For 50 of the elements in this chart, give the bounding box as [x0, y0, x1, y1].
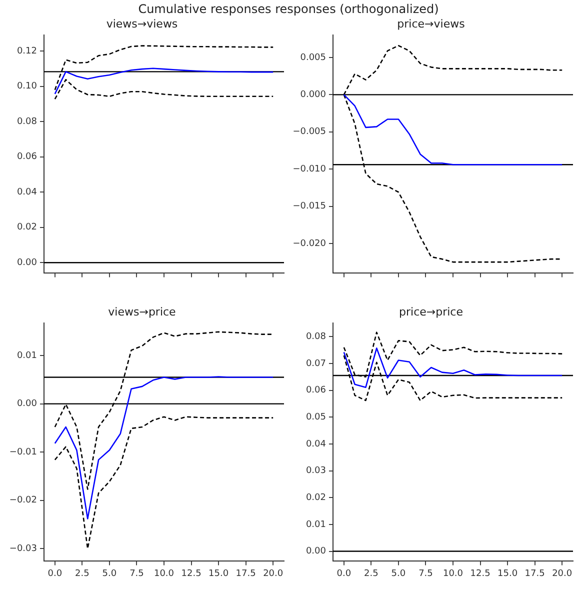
x-tick-label: 0.0	[48, 568, 62, 579]
y-tick-label: −0.02	[9, 496, 37, 506]
y-tick-label: −0.01	[9, 447, 37, 458]
y-tick-label: 0.04	[306, 439, 326, 450]
x-tick-label: 7.5	[130, 568, 144, 579]
y-tick-label: 0.01	[306, 520, 326, 530]
x-tick-label: 17.5	[236, 568, 256, 579]
x-tick-label: 0.0	[336, 568, 352, 579]
x-tick-label: 5.0	[102, 568, 117, 579]
x-tick-label: 7.5	[418, 568, 433, 579]
x-tick-label: 12.5	[470, 568, 490, 579]
x-tick-label: 20.0	[552, 568, 572, 579]
y-tick-label: 0.02	[16, 222, 37, 233]
y-tick-label: 0.03	[306, 466, 326, 476]
y-tick-label: −0.005	[292, 127, 326, 138]
x-tick-label: 10.0	[154, 568, 174, 579]
y-tick-label: 0.02	[306, 492, 326, 503]
y-tick-label: 0.08	[306, 332, 326, 342]
y-tick-label: 0.06	[306, 386, 326, 396]
x-tick-label: 20.0	[263, 568, 284, 579]
y-tick-label: 0.06	[16, 152, 38, 162]
y-tick-label: 0.00	[306, 546, 326, 557]
y-tick-label: 0.01	[16, 350, 37, 361]
chart-title: price→views	[397, 17, 466, 30]
x-tick-label: 10.0	[442, 568, 464, 579]
y-tick-label: −0.03	[9, 544, 37, 554]
x-tick-label: 5.0	[391, 568, 406, 579]
y-tick-label: 0.08	[16, 116, 38, 127]
y-tick-label: 0.000	[300, 90, 326, 100]
y-tick-label: 0.10	[16, 82, 38, 92]
x-tick-label: 15.0	[498, 568, 518, 579]
y-tick-label: −0.020	[292, 238, 326, 249]
y-tick-label: −0.015	[292, 202, 326, 212]
x-tick-label: 12.5	[181, 568, 202, 579]
y-tick-label: 0.00	[16, 258, 38, 268]
y-tick-label: 0.04	[16, 187, 38, 198]
y-tick-label: 0.005	[300, 52, 326, 63]
y-tick-label: 0.00	[16, 399, 38, 410]
x-tick-label: 2.5	[364, 568, 378, 579]
x-tick-label: 2.5	[75, 568, 90, 579]
chart-title: views→price	[108, 305, 176, 318]
y-tick-label: 0.05	[306, 412, 326, 422]
y-tick-label: −0.010	[292, 164, 326, 174]
y-tick-label: 0.07	[306, 358, 326, 369]
y-tick-label: 0.12	[16, 46, 37, 56]
chart-title: price→price	[399, 305, 464, 318]
text: Cumulative responses responses (orthogonalized)	[137, 2, 440, 16]
x-tick-label: 15.0	[208, 568, 229, 579]
chart-title: views→views	[106, 17, 178, 30]
x-tick-label: 17.5	[524, 568, 545, 579]
